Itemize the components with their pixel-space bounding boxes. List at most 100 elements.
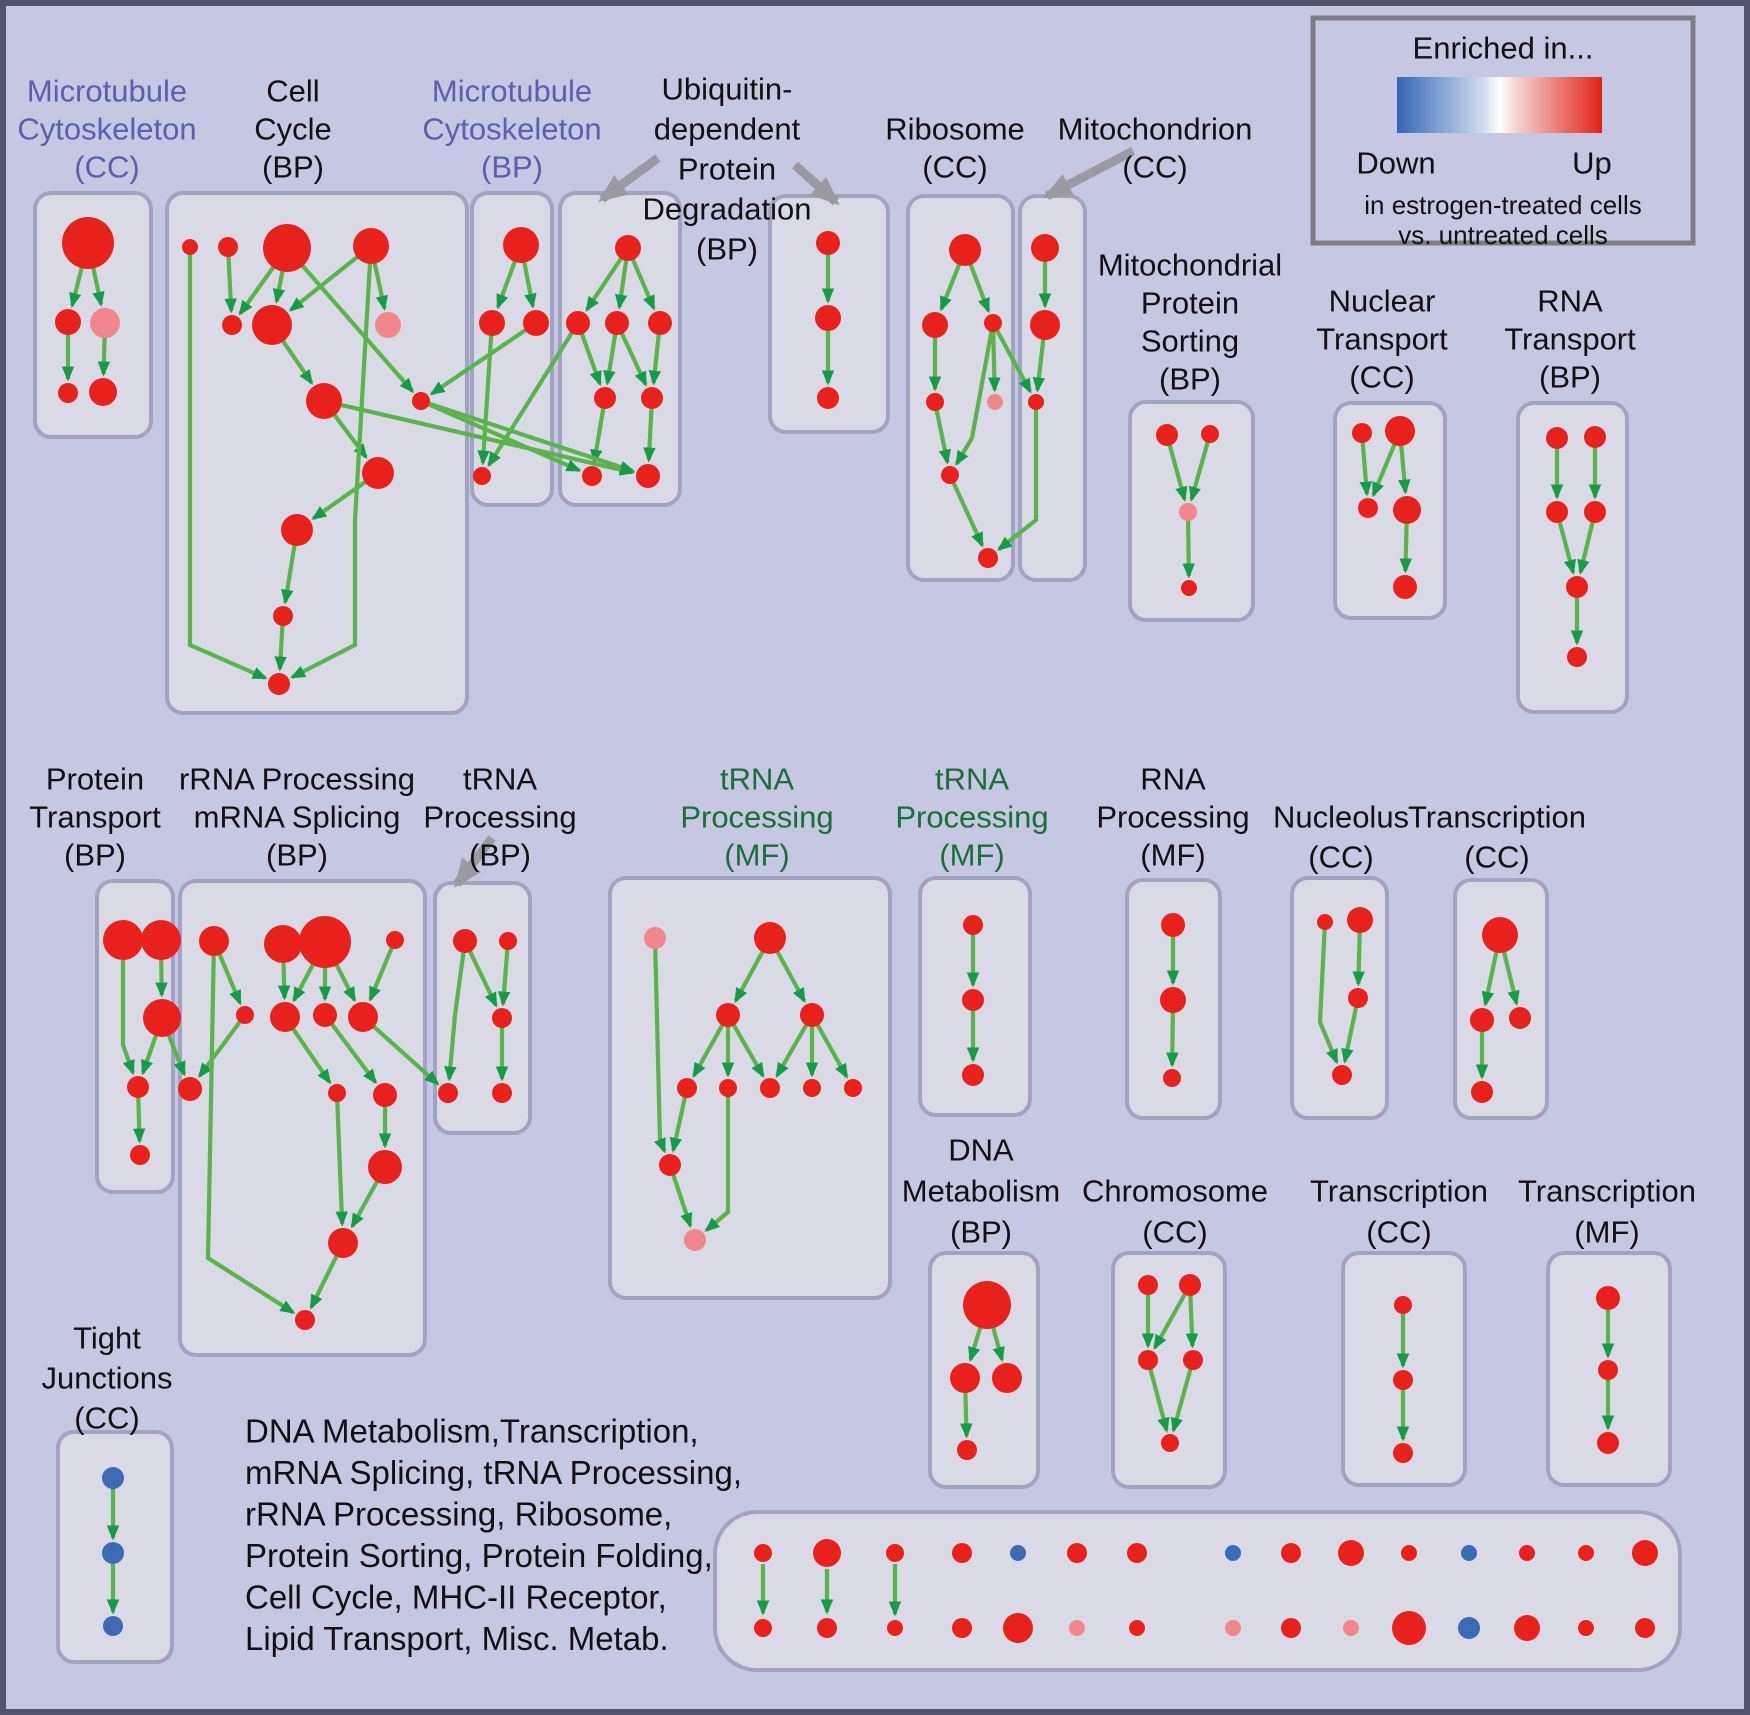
- go-node-h2: [962, 1064, 984, 1086]
- cluster-label-rna-processing-mf-line0: RNA: [1140, 762, 1206, 797]
- summary-node-top-13: [1578, 1545, 1594, 1561]
- summary-node-bottom-13: [1578, 1620, 1594, 1636]
- cluster-label-nucleolus-cc-line1: (CC): [1308, 840, 1373, 875]
- go-node-rr3: [386, 931, 404, 949]
- cluster-box-chromosome-cc: [1111, 1251, 1227, 1489]
- go-node-r3: [926, 393, 944, 411]
- go-node-g1: [754, 922, 786, 954]
- go-node-z0: [102, 1467, 124, 1489]
- edge-q0-q2: [1359, 432, 1373, 497]
- go-node-t0: [1031, 234, 1059, 262]
- summary-node-bottom-3: [952, 1618, 972, 1638]
- edge-r2-t2: [991, 321, 1033, 394]
- go-node-u3: [648, 311, 672, 335]
- summary-node-bottom-7: [1225, 1620, 1241, 1636]
- cluster-label-tight-junctions-cc-line1: Junctions: [42, 1361, 173, 1396]
- edge-g5-g10: [704, 1088, 731, 1232]
- go-node-e2: [1138, 1350, 1158, 1370]
- edge-j2-j3: [1341, 997, 1361, 1064]
- go-node-j2: [1348, 988, 1368, 1008]
- go-node-i0: [1161, 913, 1185, 937]
- go-node-rr9: [373, 1083, 397, 1107]
- cluster-label-trna-processing-mf-large-line1: Processing: [680, 800, 833, 835]
- go-node-m3: [473, 467, 491, 485]
- go-node-j1: [1347, 907, 1373, 933]
- go-node-p3: [1181, 580, 1197, 596]
- summary-node-bottom-0: [754, 1619, 772, 1637]
- go-node-c10: [281, 514, 313, 546]
- go-node-c11: [273, 606, 293, 626]
- cluster-label-mitochondrial-protein-sorting-bp-line2: Sorting: [1141, 324, 1239, 359]
- cluster-label-trna-processing-mf-small-line1: Processing: [895, 800, 1048, 835]
- cluster-label-cell-cycle-bp-line0: Cell: [266, 74, 319, 109]
- go-node-m2: [523, 310, 549, 336]
- summary-node-top-11: [1461, 1545, 1477, 1561]
- go-node-i1: [1160, 987, 1186, 1013]
- go-node-a4: [89, 378, 117, 406]
- go-node-c7: [306, 383, 342, 419]
- cluster-label-trna-processing-mf-large-line0: tRNA: [720, 762, 794, 797]
- edge-c7-u7: [323, 398, 635, 476]
- cluster-box-nucleolus-cc: [1290, 876, 1389, 1120]
- go-node-pt0: [103, 920, 143, 960]
- cluster-box-ribosome-cc: [906, 194, 1015, 582]
- summary-node-top-10: [1401, 1545, 1417, 1561]
- summary-node-bottom-1: [817, 1618, 837, 1638]
- edge-r2-r5: [954, 322, 996, 466]
- legend-subtitle-line1: in estrogen-treated cells: [1364, 190, 1641, 220]
- go-node-g6: [760, 1078, 780, 1098]
- summary-node-top-0: [754, 1544, 772, 1562]
- summary-node-top-5: [1067, 1543, 1087, 1563]
- go-node-c1: [218, 237, 238, 257]
- go-node-s2: [1546, 501, 1568, 523]
- cluster-label-rrna-processing-mrna-splicing-bp-line0: rRNA Processing: [179, 762, 415, 797]
- cluster-label-nuclear-transport-cc-line1: Transport: [1316, 322, 1448, 357]
- summary-node-top-4: [1010, 1545, 1026, 1561]
- go-node-q3: [1393, 496, 1421, 524]
- go-node-c0: [182, 239, 198, 255]
- go-node-u7: [636, 464, 660, 488]
- cluster-label-rna-processing-mf-line2: (MF): [1140, 838, 1205, 873]
- go-node-c8: [412, 392, 430, 410]
- go-node-p1: [1201, 425, 1219, 443]
- legend-up-label: Up: [1572, 146, 1612, 181]
- legend-gradient-bar: [1397, 77, 1602, 133]
- edge-p1-p2: [1188, 433, 1213, 502]
- edge-c2-c8: [285, 246, 415, 394]
- cluster-label-mitochondrial-protein-sorting-bp-line1: Protein: [1141, 286, 1239, 321]
- summary-node-bottom-6: [1129, 1620, 1145, 1636]
- go-node-u1: [566, 311, 590, 335]
- edge-e2-e4: [1145, 1359, 1170, 1433]
- cluster-box-transcription-cc-row2: [1453, 878, 1549, 1120]
- go-node-z2: [103, 1616, 123, 1636]
- cluster-label-dna-metabolism-bp-line2: (BP): [950, 1215, 1012, 1250]
- go-node-d3: [957, 1440, 977, 1460]
- edge-c1-c4: [224, 246, 237, 314]
- cluster-label-trna-processing-mf-small-line0: tRNA: [935, 762, 1009, 797]
- go-node-rr12: [295, 1310, 315, 1330]
- legend-title: Enriched in...: [1413, 31, 1594, 66]
- go-term-nodes: [55, 217, 1658, 1645]
- go-node-rr2: [299, 916, 351, 968]
- go-node-pt1: [141, 920, 181, 960]
- go-node-a3: [58, 383, 78, 403]
- summary-node-top-7: [1225, 1545, 1241, 1561]
- cluster-label-nuclear-transport-cc-line0: Nuclear: [1329, 284, 1436, 319]
- go-node-r2: [984, 314, 1002, 332]
- summary-strip-box: [713, 1510, 1682, 1672]
- go-node-s4: [1566, 576, 1588, 598]
- summary-node-top-14: [1632, 1540, 1658, 1566]
- go-node-p0: [1156, 424, 1178, 446]
- cluster-label-dna-metabolism-bp-line1: Metabolism: [902, 1174, 1061, 1209]
- go-node-q2: [1358, 498, 1378, 518]
- go-node-k1: [1470, 1008, 1494, 1032]
- go-node-s1: [1584, 426, 1606, 448]
- summary-node-bottom-12: [1514, 1615, 1540, 1641]
- go-node-j0: [1317, 914, 1333, 930]
- edge-m2-c8: [429, 321, 538, 396]
- go-node-rr4: [236, 1006, 254, 1024]
- misc-text-line1: mRNA Splicing, tRNA Processing,: [245, 1454, 742, 1491]
- go-node-s3: [1584, 501, 1606, 523]
- cluster-label-protein-transport-bp-line1: Transport: [29, 800, 161, 835]
